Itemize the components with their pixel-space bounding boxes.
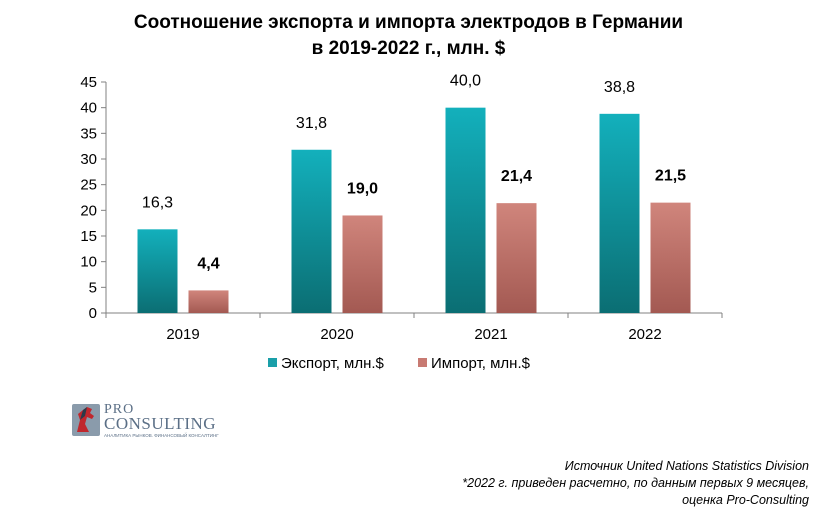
x-tick-label: 2022	[628, 326, 661, 343]
export-data-label: 16,3	[142, 194, 173, 211]
import-bar	[650, 202, 691, 313]
y-tick-label: 25	[80, 177, 97, 194]
legend-import-label: Импорт, млн.$	[431, 355, 531, 372]
x-tick-label: 2021	[474, 326, 507, 343]
note-line2: оценка Pro-Consulting	[682, 493, 809, 507]
export-bar	[291, 149, 332, 313]
y-tick-label: 10	[80, 254, 97, 271]
x-tick-label: 2020	[320, 326, 353, 343]
chart-bars: 16,3 4,4 31,8 19,0 40,0 21,4 38,8 21,5	[137, 73, 691, 314]
y-tick-label: 40	[80, 100, 97, 117]
logo-text-pro: PRO	[104, 402, 135, 417]
y-tick-label: 15	[80, 228, 97, 245]
export-data-label: 31,8	[296, 115, 327, 132]
legend-export-label: Экспорт, млн.$	[281, 355, 385, 372]
legend-export-swatch	[268, 358, 277, 367]
chart-title-line1: Соотношение экспорта и импорта электродо…	[133, 12, 684, 33]
import-data-label: 4,4	[197, 255, 219, 272]
logo-tagline: АНАЛИТИКА РЫНКОВ. ФИНАНСОВЫЙ КОНСАЛТИНГ	[104, 433, 219, 438]
y-tick-label: 35	[80, 125, 97, 142]
y-tick-label: 0	[89, 305, 97, 322]
export-bar	[599, 113, 640, 314]
pro-consulting-logo: PRO CONSULTING АНАЛИТИКА РЫНКОВ. ФИНАНСО…	[72, 402, 222, 440]
export-bar	[137, 229, 178, 313]
bar-chart: 0 5 10 15 20 25 30 35 40 45 2019 2020 2021 2022 16,3 4…	[80, 73, 723, 372]
import-bar	[342, 215, 383, 313]
horse-logo-icon	[72, 404, 100, 436]
import-bar	[496, 203, 537, 313]
y-tick-label: 30	[80, 151, 97, 168]
note-line1: *2022 г. приведен расчетно, по данным пе…	[462, 476, 809, 490]
source-notes: Источник United Nations Statistics Divis…	[462, 458, 809, 509]
chart-title-line2: в 2019-2022 г., млн. $	[311, 38, 506, 59]
import-data-label: 21,5	[655, 168, 686, 185]
export-bar	[445, 107, 486, 314]
source-text: Источник United Nations Statistics Divis…	[564, 459, 809, 473]
legend-import-swatch	[418, 358, 427, 367]
y-tick-label: 5	[89, 279, 97, 296]
chart-legend: Экспорт, млн.$ Импорт, млн.$	[268, 355, 531, 372]
chart-title: Соотношение экспорта и импорта электродо…	[0, 10, 817, 62]
export-data-label: 38,8	[604, 79, 635, 96]
x-tick-label: 2019	[166, 326, 199, 343]
y-tick-label: 45	[80, 74, 97, 91]
import-bar	[188, 290, 229, 313]
import-data-label: 21,4	[501, 168, 532, 185]
y-tick-label: 20	[80, 202, 97, 219]
import-data-label: 19,0	[347, 180, 378, 197]
logo-text-consulting: CONSULTING	[104, 414, 217, 433]
export-data-label: 40,0	[450, 73, 481, 90]
